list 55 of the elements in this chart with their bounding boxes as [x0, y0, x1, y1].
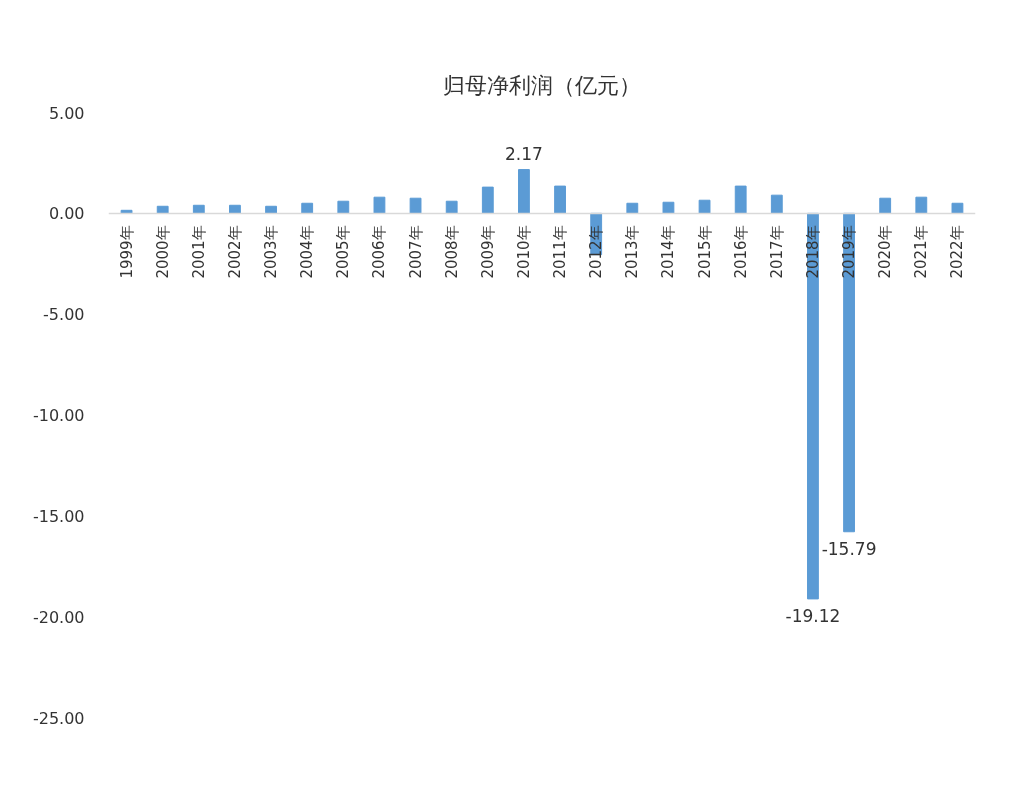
y-tick-label: 0.00: [48, 204, 85, 224]
x-tick-label: 2012年: [587, 225, 606, 279]
chart-title: 归母净利润（亿元）: [443, 72, 641, 98]
x-tick-label: 2014年: [659, 225, 678, 279]
x-tick-label: 2000年: [153, 225, 172, 279]
x-tick-label: 2005年: [334, 225, 353, 279]
data-label: 2.17: [505, 143, 543, 164]
x-tick-label: 2004年: [298, 225, 317, 279]
bar: [229, 204, 241, 214]
x-tick-label: 2018年: [803, 225, 822, 279]
x-tick-label: 2011年: [551, 225, 570, 279]
bar: [734, 185, 747, 214]
x-tick-label: 2001年: [189, 225, 208, 279]
bar: [915, 196, 928, 214]
bar: [445, 200, 458, 214]
x-tick-label: 2022年: [948, 225, 967, 279]
x-tick-label: 2003年: [262, 225, 281, 279]
bar: [373, 196, 386, 214]
x-tick-label: 2010年: [514, 225, 533, 279]
bar: [301, 202, 314, 214]
x-tick-label: 2002年: [225, 225, 244, 279]
x-tick-label: 2008年: [442, 225, 461, 279]
data-label: -19.12: [785, 605, 841, 626]
y-tick-label: -15.00: [32, 506, 85, 526]
bar: [626, 202, 639, 214]
bar: [192, 204, 205, 214]
x-tick-label: 2009年: [478, 225, 497, 279]
y-tick-label: -5.00: [43, 305, 85, 325]
y-tick-label: -20.00: [32, 607, 85, 627]
x-tick-label: 2015年: [695, 225, 714, 279]
x-tick-label: 2021年: [912, 225, 931, 279]
bar: [843, 212, 855, 533]
bar: [337, 200, 350, 214]
y-tick-label: -10.00: [32, 406, 85, 425]
x-tick-label: 2013年: [623, 225, 642, 279]
x-tick-label: 2007年: [406, 225, 425, 279]
y-tick-label: -25.00: [32, 708, 85, 728]
bar: [807, 212, 819, 600]
bar: [770, 194, 783, 214]
bar: [554, 185, 566, 214]
bar: [879, 197, 892, 214]
x-tick-label: 2006年: [370, 225, 389, 279]
x-tick-label: 2020年: [876, 225, 895, 279]
bar: [698, 199, 711, 214]
bar: [409, 197, 422, 214]
bar: [518, 169, 530, 214]
y-tick-label: 5.00: [48, 103, 85, 123]
x-tick-label: 2016年: [731, 225, 750, 279]
x-tick-label: 2017年: [767, 225, 786, 279]
bar: [951, 202, 964, 214]
bar: [662, 201, 675, 214]
x-tick-label: 1999年: [117, 225, 136, 279]
x-tick-label: 2019年: [840, 225, 859, 279]
data-label: -15.79: [821, 538, 877, 559]
bar: [481, 186, 494, 214]
